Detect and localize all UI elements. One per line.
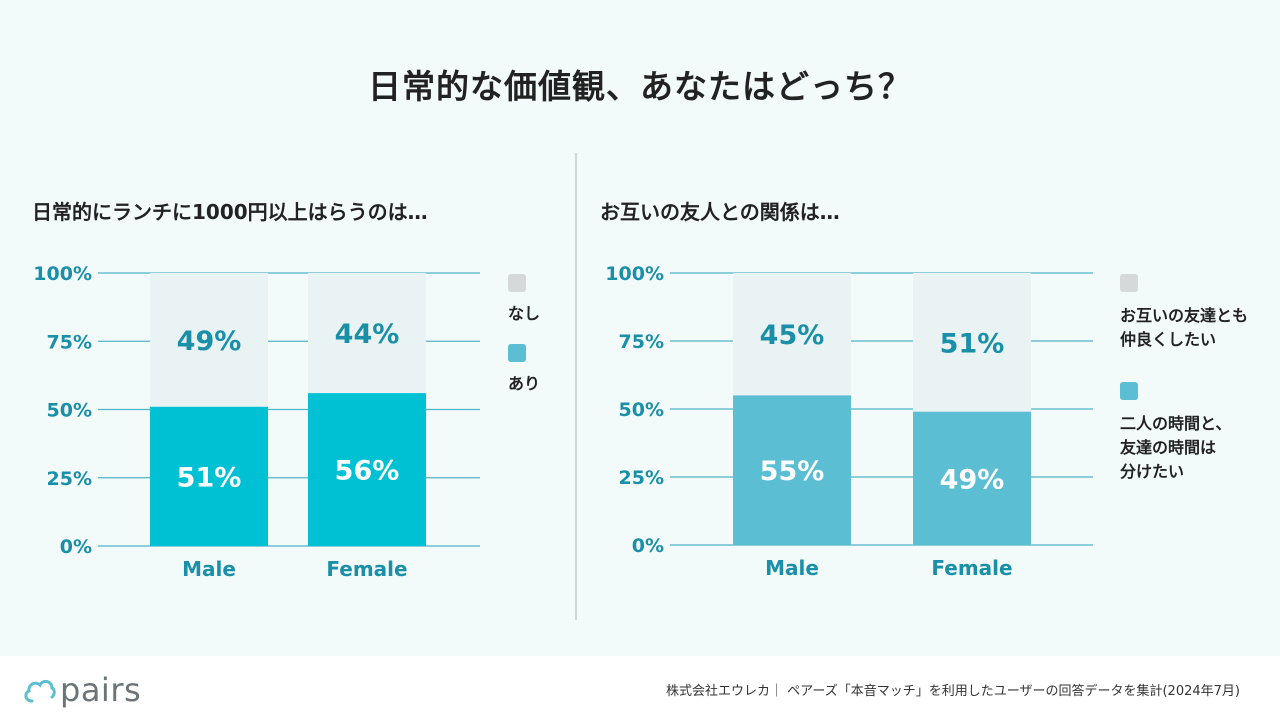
left-bar-top-female xyxy=(308,273,426,394)
left-chart: 0% 25% 50% 75% 100% 51% 49% Male 56% 44% Female xyxy=(33,263,480,581)
legend-label-together: お互いの友達とも 仲良くしたい xyxy=(1120,306,1249,349)
source-note: 株式会社エウレカ｜ ペアーズ「本音マッチ」を利用したユーザーの回答データを集計(… xyxy=(666,684,1240,699)
right-bar-top-female xyxy=(913,273,1031,412)
legend-label-separate: 二人の時間と、 友達の時間は 分けたい xyxy=(1120,414,1232,481)
page-title: 日常的な価値観、あなたはどっち？ xyxy=(368,67,912,106)
right-value-label: 45% xyxy=(760,320,825,351)
legend-swatch-none xyxy=(508,274,526,292)
right-tick-label: 25% xyxy=(619,467,664,489)
left-bar-bottom-female xyxy=(308,393,426,546)
legend-label-yes: あり xyxy=(508,374,541,393)
right-value-label: 51% xyxy=(940,328,1005,359)
right-bar-bottom-female xyxy=(913,411,1031,545)
legend-swatch-separate xyxy=(1120,382,1138,400)
left-tick-label: 0% xyxy=(60,536,92,558)
left-tick-label: 100% xyxy=(33,263,92,285)
left-bar-top-male xyxy=(150,273,268,407)
left-value-label: 44% xyxy=(335,319,400,350)
right-tick-label: 75% xyxy=(619,331,664,353)
left-category-label: Female xyxy=(326,557,407,581)
left-tick-label: 50% xyxy=(47,400,92,422)
left-bar-bottom-male xyxy=(150,406,268,546)
right-tick-label: 100% xyxy=(605,263,664,285)
right-tick-label: 0% xyxy=(632,535,664,557)
right-tick-label: 50% xyxy=(619,399,664,421)
pairs-logo: pairs xyxy=(22,671,141,709)
right-value-label: 55% xyxy=(760,456,825,487)
logo-text: pairs xyxy=(60,671,142,709)
right-value-label: 49% xyxy=(940,464,1005,495)
footer: pairs 株式会社エウレカ｜ ペアーズ「本音マッチ」を利用したユーザーの回答デ… xyxy=(0,656,1280,719)
left-value-label: 49% xyxy=(177,326,242,357)
left-legend: なし あり xyxy=(508,274,540,396)
right-chart: 0% 25% 50% 75% 100% 55% 45% Male 49% 51% Female xyxy=(605,263,1093,580)
panel-divider xyxy=(575,153,577,620)
left-tick-label: 25% xyxy=(47,468,92,490)
legend-swatch-yes xyxy=(508,344,526,362)
left-chart-title: 日常的にランチに1000円以上はらうのは… xyxy=(32,200,428,224)
right-bar-bottom-male xyxy=(733,395,851,545)
charts-canvas: 0% 25% 50% 75% 100% 51% 49% Male 56% 44% Female 0%… xyxy=(33,263,1093,581)
left-tick-label: 75% xyxy=(47,331,92,353)
legend-label-none: なし xyxy=(508,304,541,323)
left-value-label: 56% xyxy=(335,456,400,487)
left-value-label: 51% xyxy=(177,462,242,493)
right-category-label: Male xyxy=(765,556,819,580)
cloud-icon xyxy=(24,679,56,703)
legend-swatch-together xyxy=(1120,274,1138,292)
right-legend: お互いの友達とも 仲良くしたい 二人の時間と、 友達の時間は 分けたい xyxy=(1120,274,1248,484)
right-bar-top-male xyxy=(733,273,851,396)
right-chart-title: お互いの友人との関係は… xyxy=(600,200,840,224)
left-category-label: Male xyxy=(182,557,236,581)
right-category-label: Female xyxy=(931,556,1012,580)
